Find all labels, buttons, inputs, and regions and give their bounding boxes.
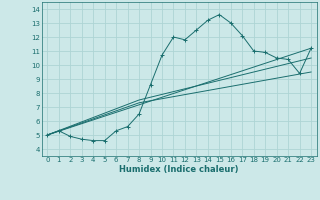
- X-axis label: Humidex (Indice chaleur): Humidex (Indice chaleur): [119, 165, 239, 174]
